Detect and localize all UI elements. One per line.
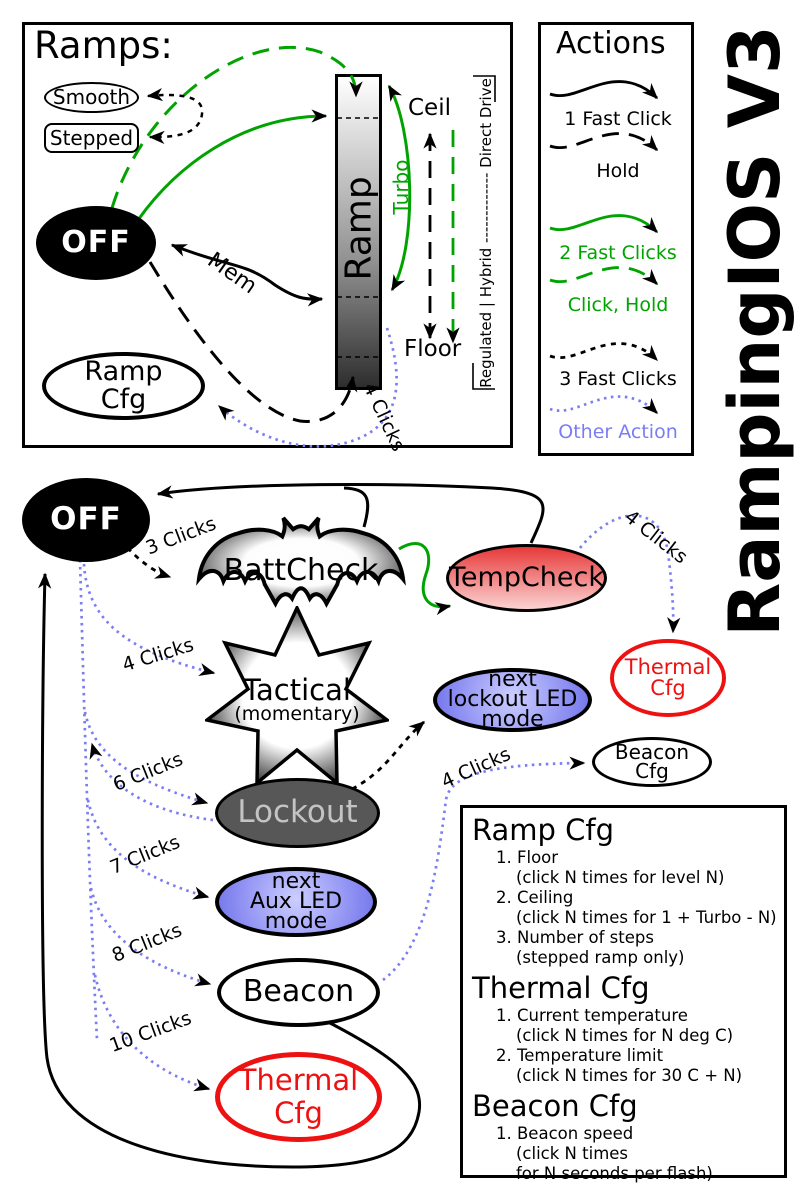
config-item: 1. Floor bbox=[496, 848, 559, 867]
node-beacon-cfg: Beacon Cfg bbox=[592, 737, 712, 787]
label-4-clicks-thermal: 4 Clicks bbox=[620, 505, 692, 569]
config-item: 2. Ceiling bbox=[496, 888, 574, 907]
legend-label-clickhold: Click, Hold bbox=[567, 294, 669, 316]
config-note: (click N times for level N) bbox=[516, 868, 725, 887]
page-title: RampingIOS V3 bbox=[714, 25, 796, 637]
drive-scale-label: Regulated | Hybrid ------------- Direct … bbox=[477, 78, 495, 388]
label-8-clicks: 8 Clicks bbox=[108, 919, 186, 967]
config-box-content: Ramp Cfg 1. Floor (click N times for lev… bbox=[472, 810, 782, 1184]
node-lockout: Lockout bbox=[215, 778, 380, 848]
config-item: 2. Temperature limit bbox=[496, 1046, 664, 1065]
actions-box bbox=[538, 22, 694, 456]
legend-label-other: Other Action bbox=[558, 421, 678, 443]
node-beacon: Beacon bbox=[217, 958, 380, 1027]
node-stepped: Stepped bbox=[44, 123, 139, 153]
node-smooth: Smooth bbox=[44, 82, 139, 113]
node-tempcheck: TempCheck bbox=[446, 544, 607, 612]
turbo-label: Turbo bbox=[389, 159, 413, 215]
ramp-bar-label: Ramp bbox=[338, 176, 380, 281]
node-aux-led: next Aux LED mode bbox=[215, 867, 377, 937]
node-lockout-led: next lockout LED mode bbox=[433, 668, 592, 732]
node-off-main: OFF bbox=[22, 478, 150, 562]
edge-off-clicks-trunk bbox=[78, 559, 99, 1041]
config-note: (click N times bbox=[516, 1144, 629, 1163]
ramps-title: Ramps: bbox=[34, 24, 173, 67]
label-4-clicks-beacon: 4 Clicks bbox=[438, 743, 514, 793]
ceil-label: Ceil bbox=[408, 95, 451, 121]
config-note: (click N times for 1 + Turbo - N) bbox=[516, 908, 777, 927]
config-section-thermal: Thermal Cfg 1. Current temperature (clic… bbox=[472, 971, 782, 1086]
config-note: (click N times for N deg C) bbox=[516, 1026, 734, 1045]
config-section-ramp: Ramp Cfg 1. Floor (click N times for lev… bbox=[472, 813, 782, 968]
config-item: 3. Number of steps bbox=[496, 928, 654, 947]
config-item: 1. Beacon speed bbox=[496, 1124, 634, 1143]
edge-off-6clicks-lockout bbox=[83, 711, 209, 806]
label-6-clicks: 6 Clicks bbox=[109, 748, 187, 796]
legend-label-1click: 1 Fast Click bbox=[564, 108, 672, 130]
config-heading: Thermal Cfg bbox=[472, 971, 650, 1005]
label-7-clicks: 7 Clicks bbox=[106, 831, 184, 879]
config-note: (stepped ramp only) bbox=[516, 948, 685, 967]
legend-label-hold: Hold bbox=[596, 160, 640, 182]
label-10-clicks: 10 Clicks bbox=[106, 1007, 195, 1057]
label-4-clicks-tactical: 4 Clicks bbox=[119, 633, 197, 677]
node-ramp-cfg: Ramp Cfg bbox=[42, 352, 205, 420]
legend-label-2clicks: 2 Fast Clicks bbox=[559, 242, 677, 264]
node-off-ramps: OFF bbox=[36, 206, 156, 280]
config-section-beacon: Beacon Cfg 1. Beacon speed (click N time… bbox=[472, 1089, 782, 1184]
node-thermal-cfg-top: Thermal Cfg bbox=[610, 639, 726, 717]
config-note: (click N times for 30 C + N) bbox=[516, 1066, 743, 1085]
node-thermal-cfg-bottom: Thermal Cfg bbox=[215, 1052, 382, 1142]
config-heading: Ramp Cfg bbox=[472, 813, 615, 847]
tactical-label: Tactical bbox=[243, 673, 351, 707]
tactical-note: (momentary) bbox=[234, 703, 360, 725]
actions-title: Actions bbox=[556, 26, 666, 61]
config-item: 1. Current temperature bbox=[496, 1006, 688, 1025]
battcheck-label: BattCheck bbox=[223, 553, 379, 588]
floor-label: Floor bbox=[404, 336, 462, 362]
config-heading: Beacon Cfg bbox=[472, 1089, 638, 1123]
legend-label-3clicks: 3 Fast Clicks bbox=[559, 368, 677, 390]
config-note: for N seconds per flash) bbox=[516, 1164, 713, 1183]
